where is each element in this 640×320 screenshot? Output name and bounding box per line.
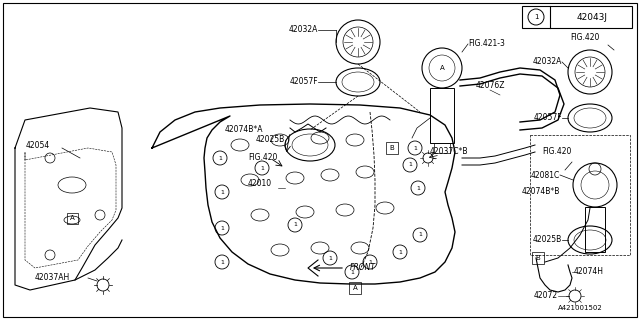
Text: A: A	[353, 285, 357, 291]
Bar	[522, 6, 632, 28]
Text: 1: 1	[408, 163, 412, 167]
Text: A421001502: A421001502	[557, 305, 602, 311]
Bar	[386, 142, 398, 154]
Bar	[532, 252, 544, 264]
Text: 42037AH: 42037AH	[35, 273, 70, 282]
Bar	[67, 212, 77, 223]
Text: 42074B*B: 42074B*B	[522, 188, 560, 196]
Text: FIG.420: FIG.420	[248, 154, 277, 163]
Text: 1: 1	[416, 186, 420, 190]
Text: B: B	[390, 145, 394, 151]
Text: 1: 1	[220, 260, 224, 265]
Text: B: B	[536, 255, 540, 261]
Text: 42043J: 42043J	[577, 12, 607, 21]
Text: 42074H: 42074H	[574, 268, 604, 276]
Text: 1: 1	[350, 269, 354, 275]
Text: FIG.420: FIG.420	[542, 148, 572, 156]
Text: A: A	[70, 215, 74, 221]
Text: 42081C: 42081C	[531, 171, 560, 180]
Bar	[349, 282, 361, 294]
Text: 1: 1	[398, 250, 402, 254]
Text: 42072: 42072	[534, 292, 558, 300]
Text: 42010: 42010	[248, 179, 272, 188]
Text: 42032A: 42032A	[289, 26, 318, 35]
Text: 42076Z: 42076Z	[476, 81, 505, 90]
Text: 42032A: 42032A	[532, 58, 562, 67]
Text: 1: 1	[368, 260, 372, 265]
Text: 42025B: 42025B	[532, 236, 562, 244]
Text: A: A	[440, 65, 444, 71]
Text: 1: 1	[413, 146, 417, 150]
Text: 1: 1	[218, 156, 222, 161]
Text: 1: 1	[418, 233, 422, 237]
Text: 1: 1	[260, 165, 264, 171]
Text: 1: 1	[328, 255, 332, 260]
Text: 42037C*B: 42037C*B	[430, 148, 468, 156]
Text: 1: 1	[534, 14, 538, 20]
Text: 42025B: 42025B	[256, 135, 285, 145]
Text: FIG.421-3: FIG.421-3	[468, 39, 505, 49]
Text: 42074B*A: 42074B*A	[225, 125, 264, 134]
Bar	[530, 135, 630, 255]
Bar	[585, 207, 605, 252]
Text: 1: 1	[220, 226, 224, 230]
Text: 42054: 42054	[26, 140, 50, 149]
Text: 1: 1	[293, 222, 297, 228]
Text: 1: 1	[220, 189, 224, 195]
Text: FIG.420: FIG.420	[570, 34, 600, 43]
Text: FRONT: FRONT	[350, 263, 376, 273]
Text: 42057F: 42057F	[533, 114, 562, 123]
Bar	[430, 88, 454, 143]
Text: 42057F: 42057F	[289, 77, 318, 86]
